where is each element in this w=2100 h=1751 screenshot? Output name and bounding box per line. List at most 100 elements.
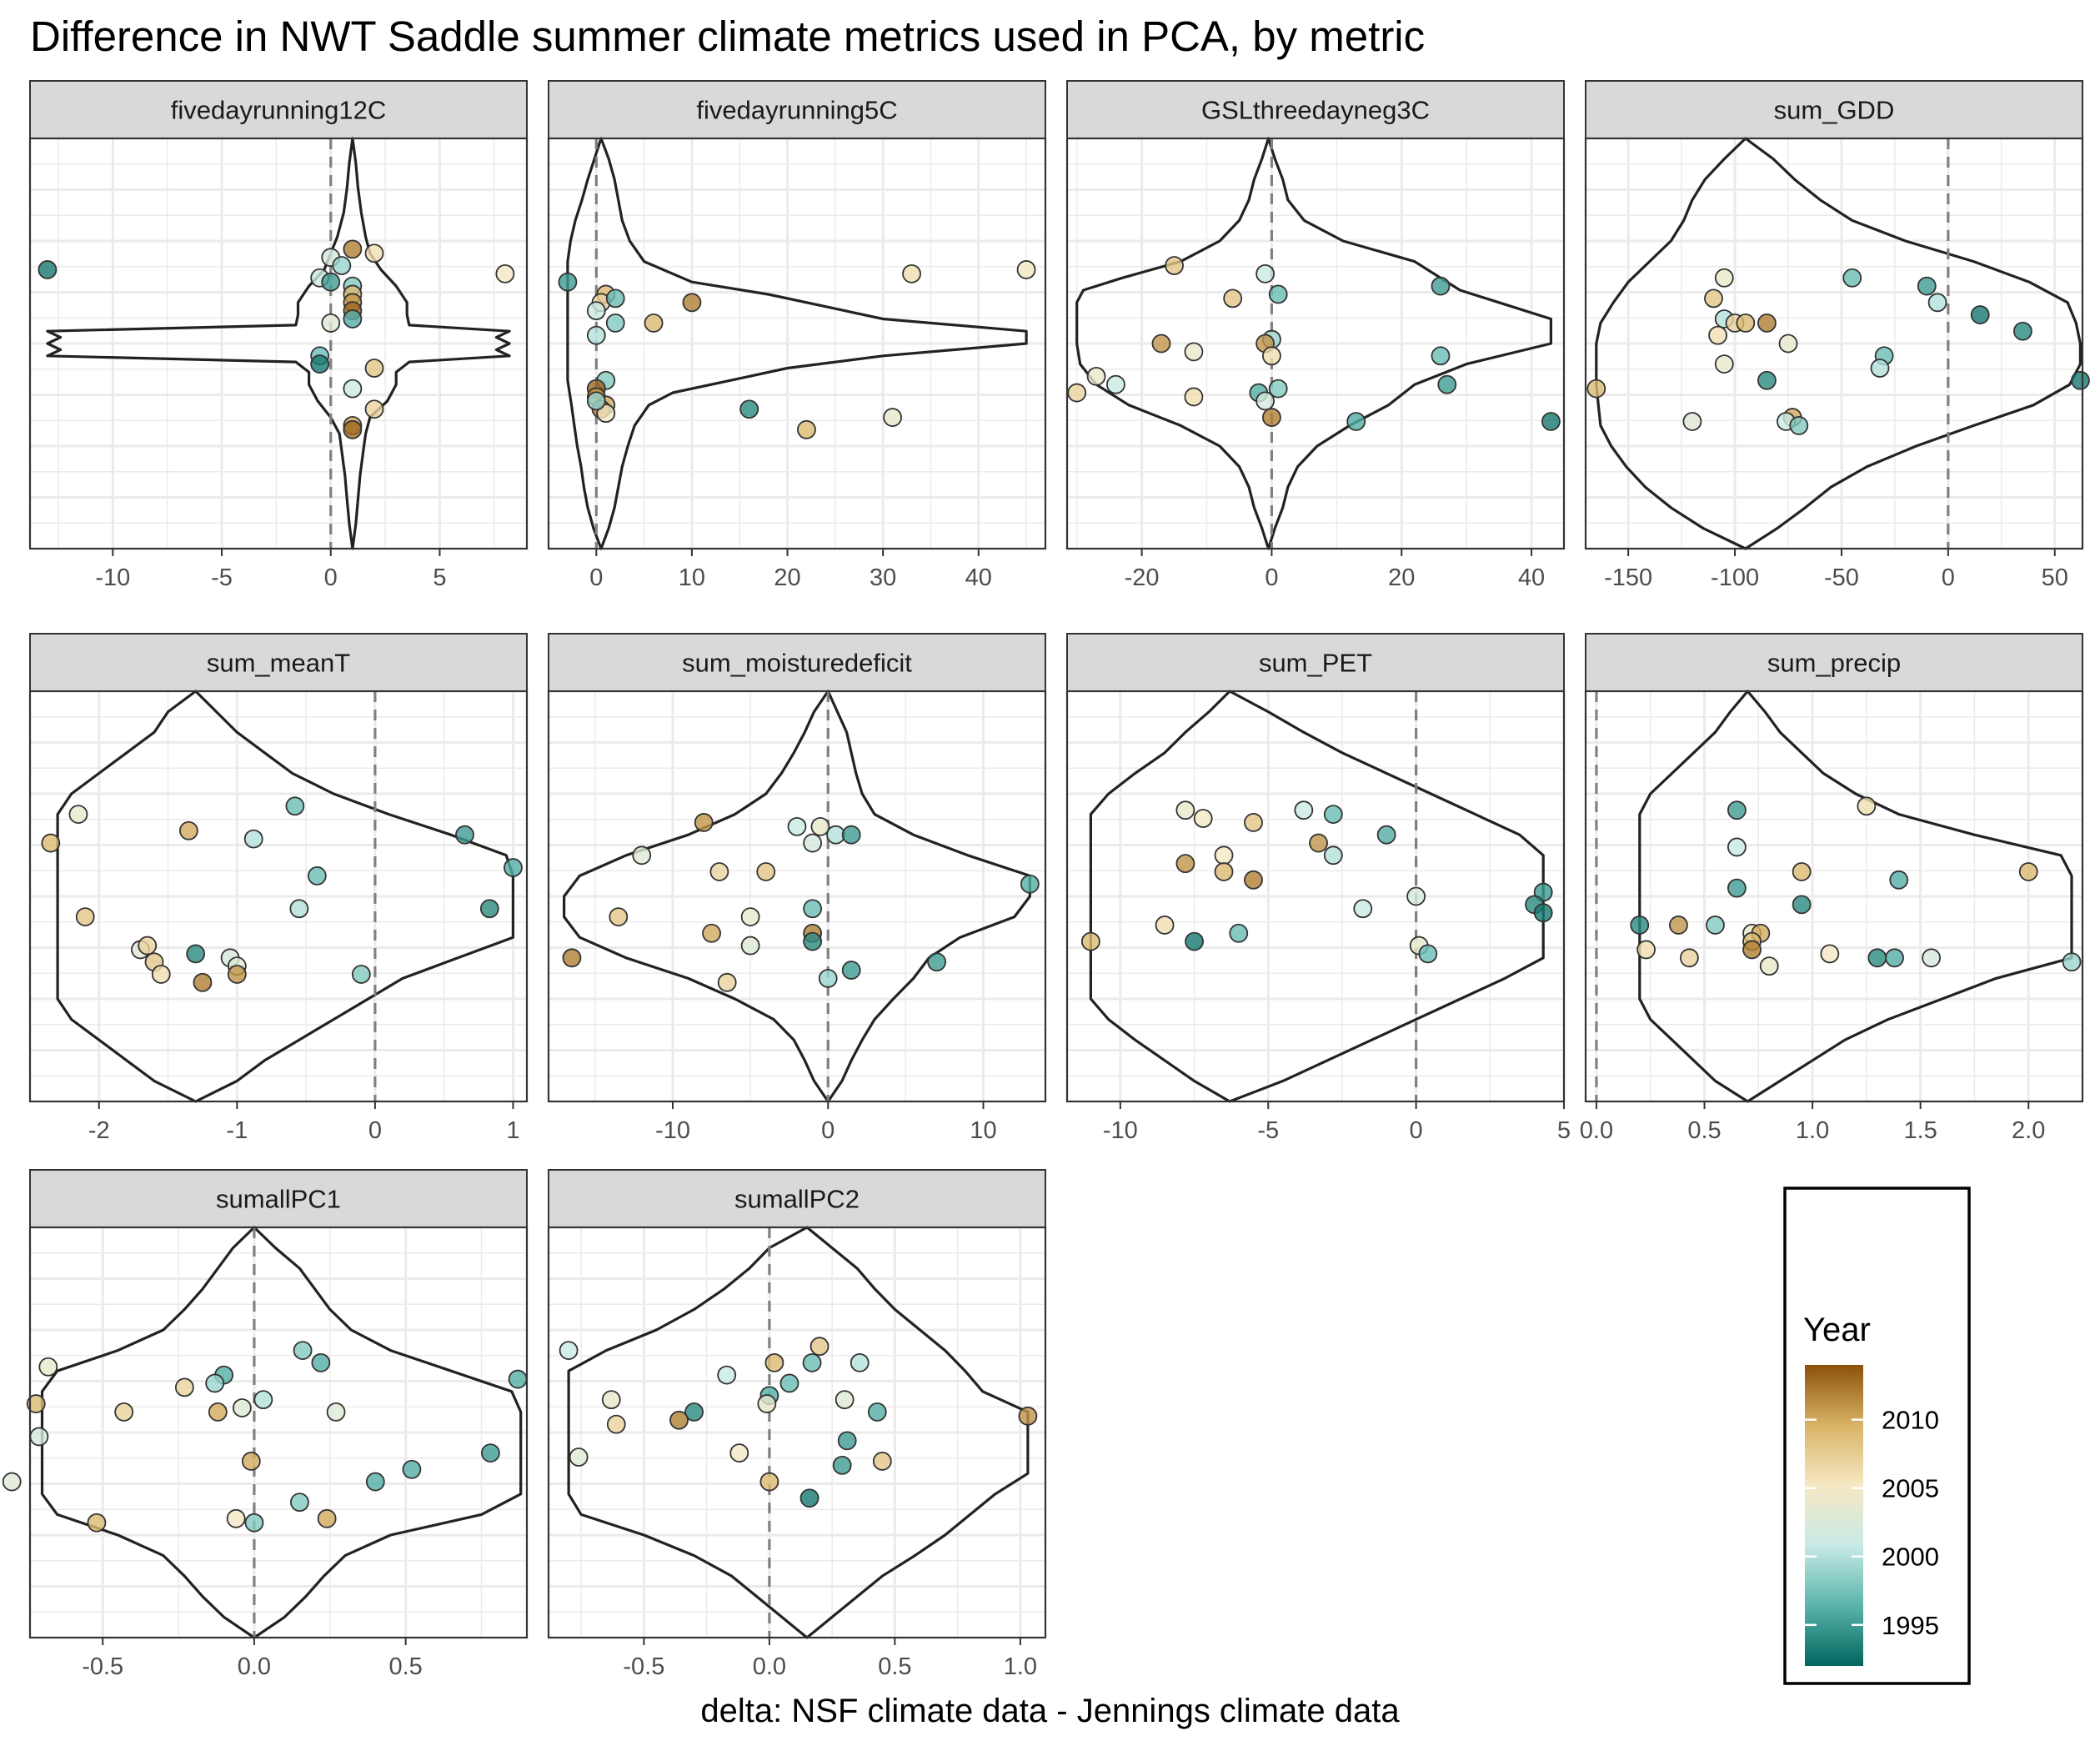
data-point [2012,321,2032,341]
x-tick-label: 1 [506,1117,519,1144]
x-tick-label: 10 [679,564,705,591]
data-point [75,907,95,926]
facet-strip [548,633,1046,692]
facet-strip-label: GSLthreedayneg3C [1201,96,1430,125]
x-tick-label: -50 [1824,564,1859,591]
data-point [1223,288,1243,309]
data-point [1867,948,1887,968]
data-point [495,263,515,283]
data-point [1323,805,1343,824]
data-point [1268,379,1288,399]
data-point [114,1402,134,1422]
x-axis: -10 0 10 [655,1101,997,1144]
x-tick-label: 0 [1265,564,1278,591]
data-point [1262,408,1281,427]
data-point [290,1493,309,1513]
panel-fivedayrunning12C: fivedayrunning12C -10 -5 0 5 [28,80,529,591]
data-point [810,816,830,836]
x-tick-label: -10 [1103,1117,1138,1144]
data-points [559,1337,1038,1508]
data-point [1630,916,1650,935]
data-point [883,408,903,427]
legend-title: Year [1803,1312,1871,1348]
panel-sum_meanT: sum_meanT -2 -1 0 1 [28,633,529,1144]
data-point [559,1341,579,1360]
data-point [1184,342,1204,362]
x-tick-label: -1 [226,1117,248,1144]
data-points [1586,268,2090,435]
x-tick-label: 0.5 [1687,1117,1721,1144]
data-point [586,301,606,321]
data-point [1353,899,1373,919]
x-axis: -150 -100 -50 0 50 [1604,549,2068,591]
data-point [504,858,523,877]
data-point [586,391,606,411]
gridlines [549,691,1045,1101]
x-tick-label: 5 [433,564,446,591]
data-point [208,1402,228,1422]
data-point [644,313,664,333]
data-point [1778,334,1798,354]
data-point [872,1452,892,1471]
data-point [803,931,823,951]
data-point [609,907,629,926]
panel-sum_moisturedeficit: sum_moisturedeficit -10 0 10 [547,633,1047,1144]
data-point [1193,809,1213,828]
panel-border [547,690,1047,1103]
data-point [1184,387,1204,407]
data-point [927,952,947,972]
data-point [1533,903,1553,923]
facet-strip-label: sum_meanT [207,649,350,678]
panels-layer: fivedayrunning12C-10 -5 0 5fivedayrunning5C… [2,80,2090,1680]
data-point [2,1472,22,1492]
data-points [562,813,1040,992]
data-point [226,1508,246,1528]
data-point [332,256,352,275]
x-axis-label: delta: NSF climate data - Jennings clima… [700,1693,1400,1729]
data-point [669,1410,689,1430]
panel-border [28,1226,529,1639]
data-point [1214,862,1234,881]
facet-strip [29,1169,528,1228]
panel-border [1584,690,2084,1103]
x-axis: -0.5 0.0 0.5 1.0 [623,1638,1037,1680]
data-point [1437,374,1457,394]
data-point [364,359,384,378]
data-point [834,1390,855,1410]
facet-strip-label: sum_PET [1259,649,1372,678]
data-point [1704,288,1723,309]
x-axis: -20 0 20 40 [1125,549,1545,591]
panel-sumallPC2: sumallPC2 -0.5 0.0 0.5 1.0 [547,1169,1047,1680]
gridlines [30,1227,527,1638]
data-point [684,1402,704,1422]
data-point [1792,862,1812,881]
data-point [293,1341,313,1360]
data-point [41,833,61,853]
data-point [1175,854,1195,874]
data-point [326,1402,346,1422]
data-point [1870,359,1890,378]
panel-fivedayrunning5C: fivedayrunning5C 0 10 20 30 40 [547,80,1047,591]
x-axis: 0.0 0.5 1.0 1.5 2.0 [1580,1101,2045,1144]
data-point [343,379,363,399]
data-point [1857,796,1877,816]
data-point [232,1398,252,1417]
data-point [1714,268,1734,288]
data-point [756,862,776,881]
data-point [818,969,838,988]
data-points [558,260,1036,439]
x-axis: -10 -5 0 5 [1103,1101,1571,1144]
facet-strip [1585,80,2083,139]
data-point [850,1352,870,1372]
x-tick-label: -5 [1257,1117,1279,1144]
data-point [2071,370,2090,390]
data-point [902,263,921,283]
data-point [310,354,330,374]
data-point [632,845,652,865]
data-point [1018,1406,1038,1426]
data-point [605,313,625,333]
data-point [1842,268,1862,288]
x-tick-label: 0 [1410,1117,1423,1144]
x-tick-label: 0.5 [878,1653,911,1680]
panel-border [1065,137,1566,550]
